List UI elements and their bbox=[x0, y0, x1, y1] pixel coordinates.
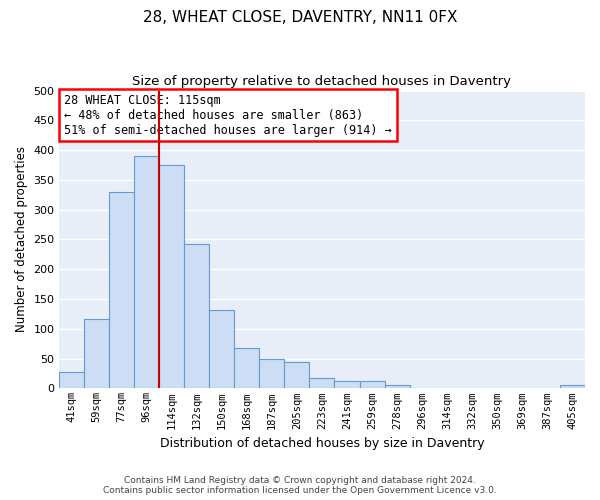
Bar bbox=[59, 372, 84, 388]
Title: Size of property relative to detached houses in Daventry: Size of property relative to detached ho… bbox=[133, 75, 511, 88]
Bar bbox=[385, 386, 410, 388]
Y-axis label: Number of detached properties: Number of detached properties bbox=[15, 146, 28, 332]
Bar bbox=[259, 358, 284, 388]
Text: 28 WHEAT CLOSE: 115sqm
← 48% of detached houses are smaller (863)
51% of semi-de: 28 WHEAT CLOSE: 115sqm ← 48% of detached… bbox=[64, 94, 392, 136]
Bar bbox=[284, 362, 310, 388]
X-axis label: Distribution of detached houses by size in Daventry: Distribution of detached houses by size … bbox=[160, 437, 484, 450]
Bar bbox=[310, 378, 334, 388]
Text: 28, WHEAT CLOSE, DAVENTRY, NN11 0FX: 28, WHEAT CLOSE, DAVENTRY, NN11 0FX bbox=[143, 10, 457, 25]
Bar bbox=[159, 165, 184, 388]
Bar bbox=[359, 380, 385, 388]
Bar bbox=[209, 310, 234, 388]
Text: Contains HM Land Registry data © Crown copyright and database right 2024.
Contai: Contains HM Land Registry data © Crown c… bbox=[103, 476, 497, 495]
Bar bbox=[334, 381, 359, 388]
Bar bbox=[84, 318, 109, 388]
Bar bbox=[134, 156, 159, 388]
Bar bbox=[109, 192, 134, 388]
Bar bbox=[560, 386, 585, 388]
Bar bbox=[184, 244, 209, 388]
Bar bbox=[234, 348, 259, 389]
